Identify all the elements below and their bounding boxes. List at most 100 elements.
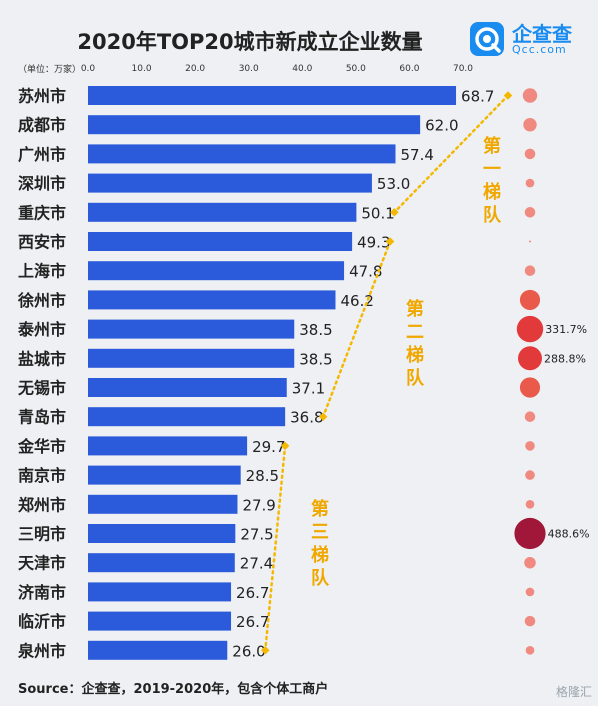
growth-bubble: [525, 470, 535, 480]
growth-bubble: [525, 441, 535, 451]
x-tick-label: 40.0: [292, 64, 312, 74]
x-tick-label: 50.0: [346, 64, 366, 74]
value-label: 68.7: [461, 88, 494, 106]
bar: [88, 582, 232, 602]
category-label: 临沂市: [18, 612, 66, 631]
growth-label: 331.7%: [545, 323, 587, 336]
category-label: 深圳市: [18, 174, 66, 193]
chart-title: 2020年TOP20城市新成立企业数量: [77, 30, 423, 54]
tier-marker: [318, 412, 328, 421]
tier-label: 第: [311, 498, 329, 520]
bar: [88, 553, 235, 573]
category-label: 徐州市: [17, 291, 66, 310]
value-label: 53.0: [377, 175, 410, 193]
watermark: 格隆汇: [555, 685, 592, 699]
growth-bubble: [519, 377, 541, 398]
value-label: 26.0: [232, 642, 265, 660]
growth-bubble: [514, 517, 546, 550]
tier-label: 一: [483, 159, 501, 180]
value-label: 50.1: [361, 204, 394, 222]
value-label: 27.5: [240, 526, 273, 544]
value-label: 29.7: [252, 438, 285, 456]
category-label: 济南市: [18, 583, 66, 602]
value-label: 47.8: [349, 263, 382, 281]
growth-bubble: [524, 556, 536, 569]
growth-bubble: [525, 499, 535, 509]
tier-label: 队: [311, 567, 330, 589]
bar: [88, 436, 248, 456]
category-label: 盐城市: [18, 349, 66, 368]
tier-label: 队: [406, 367, 425, 389]
bar: [88, 640, 228, 660]
value-label: 38.5: [299, 321, 332, 339]
value-label: 36.8: [290, 409, 323, 427]
tier-label: 梯: [406, 344, 424, 366]
x-tick-label: 30.0: [239, 64, 259, 74]
growth-bubble: [524, 207, 536, 218]
value-label: 57.4: [401, 146, 434, 164]
x-tick-label: 10.0: [132, 64, 152, 74]
bar: [88, 407, 286, 427]
category-label: 成都市: [18, 116, 66, 135]
tier-connector: [393, 94, 510, 214]
value-label: 38.5: [299, 350, 332, 368]
tier-marker: [503, 91, 513, 100]
tier-label: 二: [406, 322, 424, 343]
x-tick-label: 0.0: [81, 64, 96, 74]
bar: [88, 611, 232, 631]
category-label: 苏州市: [18, 87, 66, 106]
value-label: 27.9: [242, 496, 275, 514]
tier-label: 第: [483, 135, 501, 157]
tier-label: 队: [483, 204, 502, 226]
category-label: 重庆市: [18, 203, 66, 222]
tier-marker: [280, 441, 290, 451]
bar: [88, 348, 295, 368]
x-tick-label: 70.0: [453, 64, 473, 74]
value-label: 62.0: [425, 117, 458, 135]
category-label: 郑州市: [18, 495, 66, 514]
growth-bubble: [518, 346, 542, 371]
category-label: 天津市: [18, 554, 66, 573]
growth-label: 488.6%: [548, 528, 590, 541]
tier-label: 梯: [483, 181, 501, 203]
category-label: 南京市: [18, 466, 66, 485]
tier-connector: [321, 240, 392, 418]
value-label: 46.2: [341, 292, 374, 310]
bar: [88, 261, 345, 281]
tier-label: 第: [406, 298, 424, 320]
tier-connector: [264, 444, 287, 652]
tier-label: 梯: [311, 544, 329, 566]
category-label: 上海市: [18, 262, 66, 281]
growth-bubble: [524, 411, 536, 422]
value-label: 26.7: [236, 613, 269, 631]
unit-label: （单位：万家）: [18, 65, 82, 75]
growth-bubble: [525, 587, 535, 597]
category-label: 泰州市: [17, 320, 66, 339]
value-label: 49.3: [357, 234, 390, 252]
growth-bubble: [525, 645, 535, 655]
x-tick-label: 20.0: [185, 64, 205, 74]
growth-bubble: [525, 178, 535, 188]
growth-bubble: [524, 148, 536, 160]
value-label: 26.7: [236, 584, 269, 602]
category-label: 广州市: [18, 145, 66, 164]
category-label: 青岛市: [18, 408, 66, 427]
growth-bubble: [519, 289, 541, 310]
bar: [88, 173, 372, 193]
tier-marker: [261, 646, 270, 655]
bar: [88, 202, 357, 222]
category-label: 三明市: [18, 525, 66, 544]
value-label: 27.4: [240, 555, 273, 573]
category-label: 泉州市: [18, 641, 66, 660]
bar: [88, 232, 353, 251]
growth-label: 288.8%: [544, 352, 586, 365]
bar: [88, 494, 238, 514]
bar: [88, 290, 336, 310]
qcc-logo-icon: [470, 22, 504, 56]
category-label: 西安市: [18, 233, 66, 252]
category-label: 无锡市: [17, 379, 66, 398]
x-tick-label: 60.0: [399, 64, 419, 74]
bar: [88, 465, 241, 485]
growth-bubble: [516, 315, 544, 343]
